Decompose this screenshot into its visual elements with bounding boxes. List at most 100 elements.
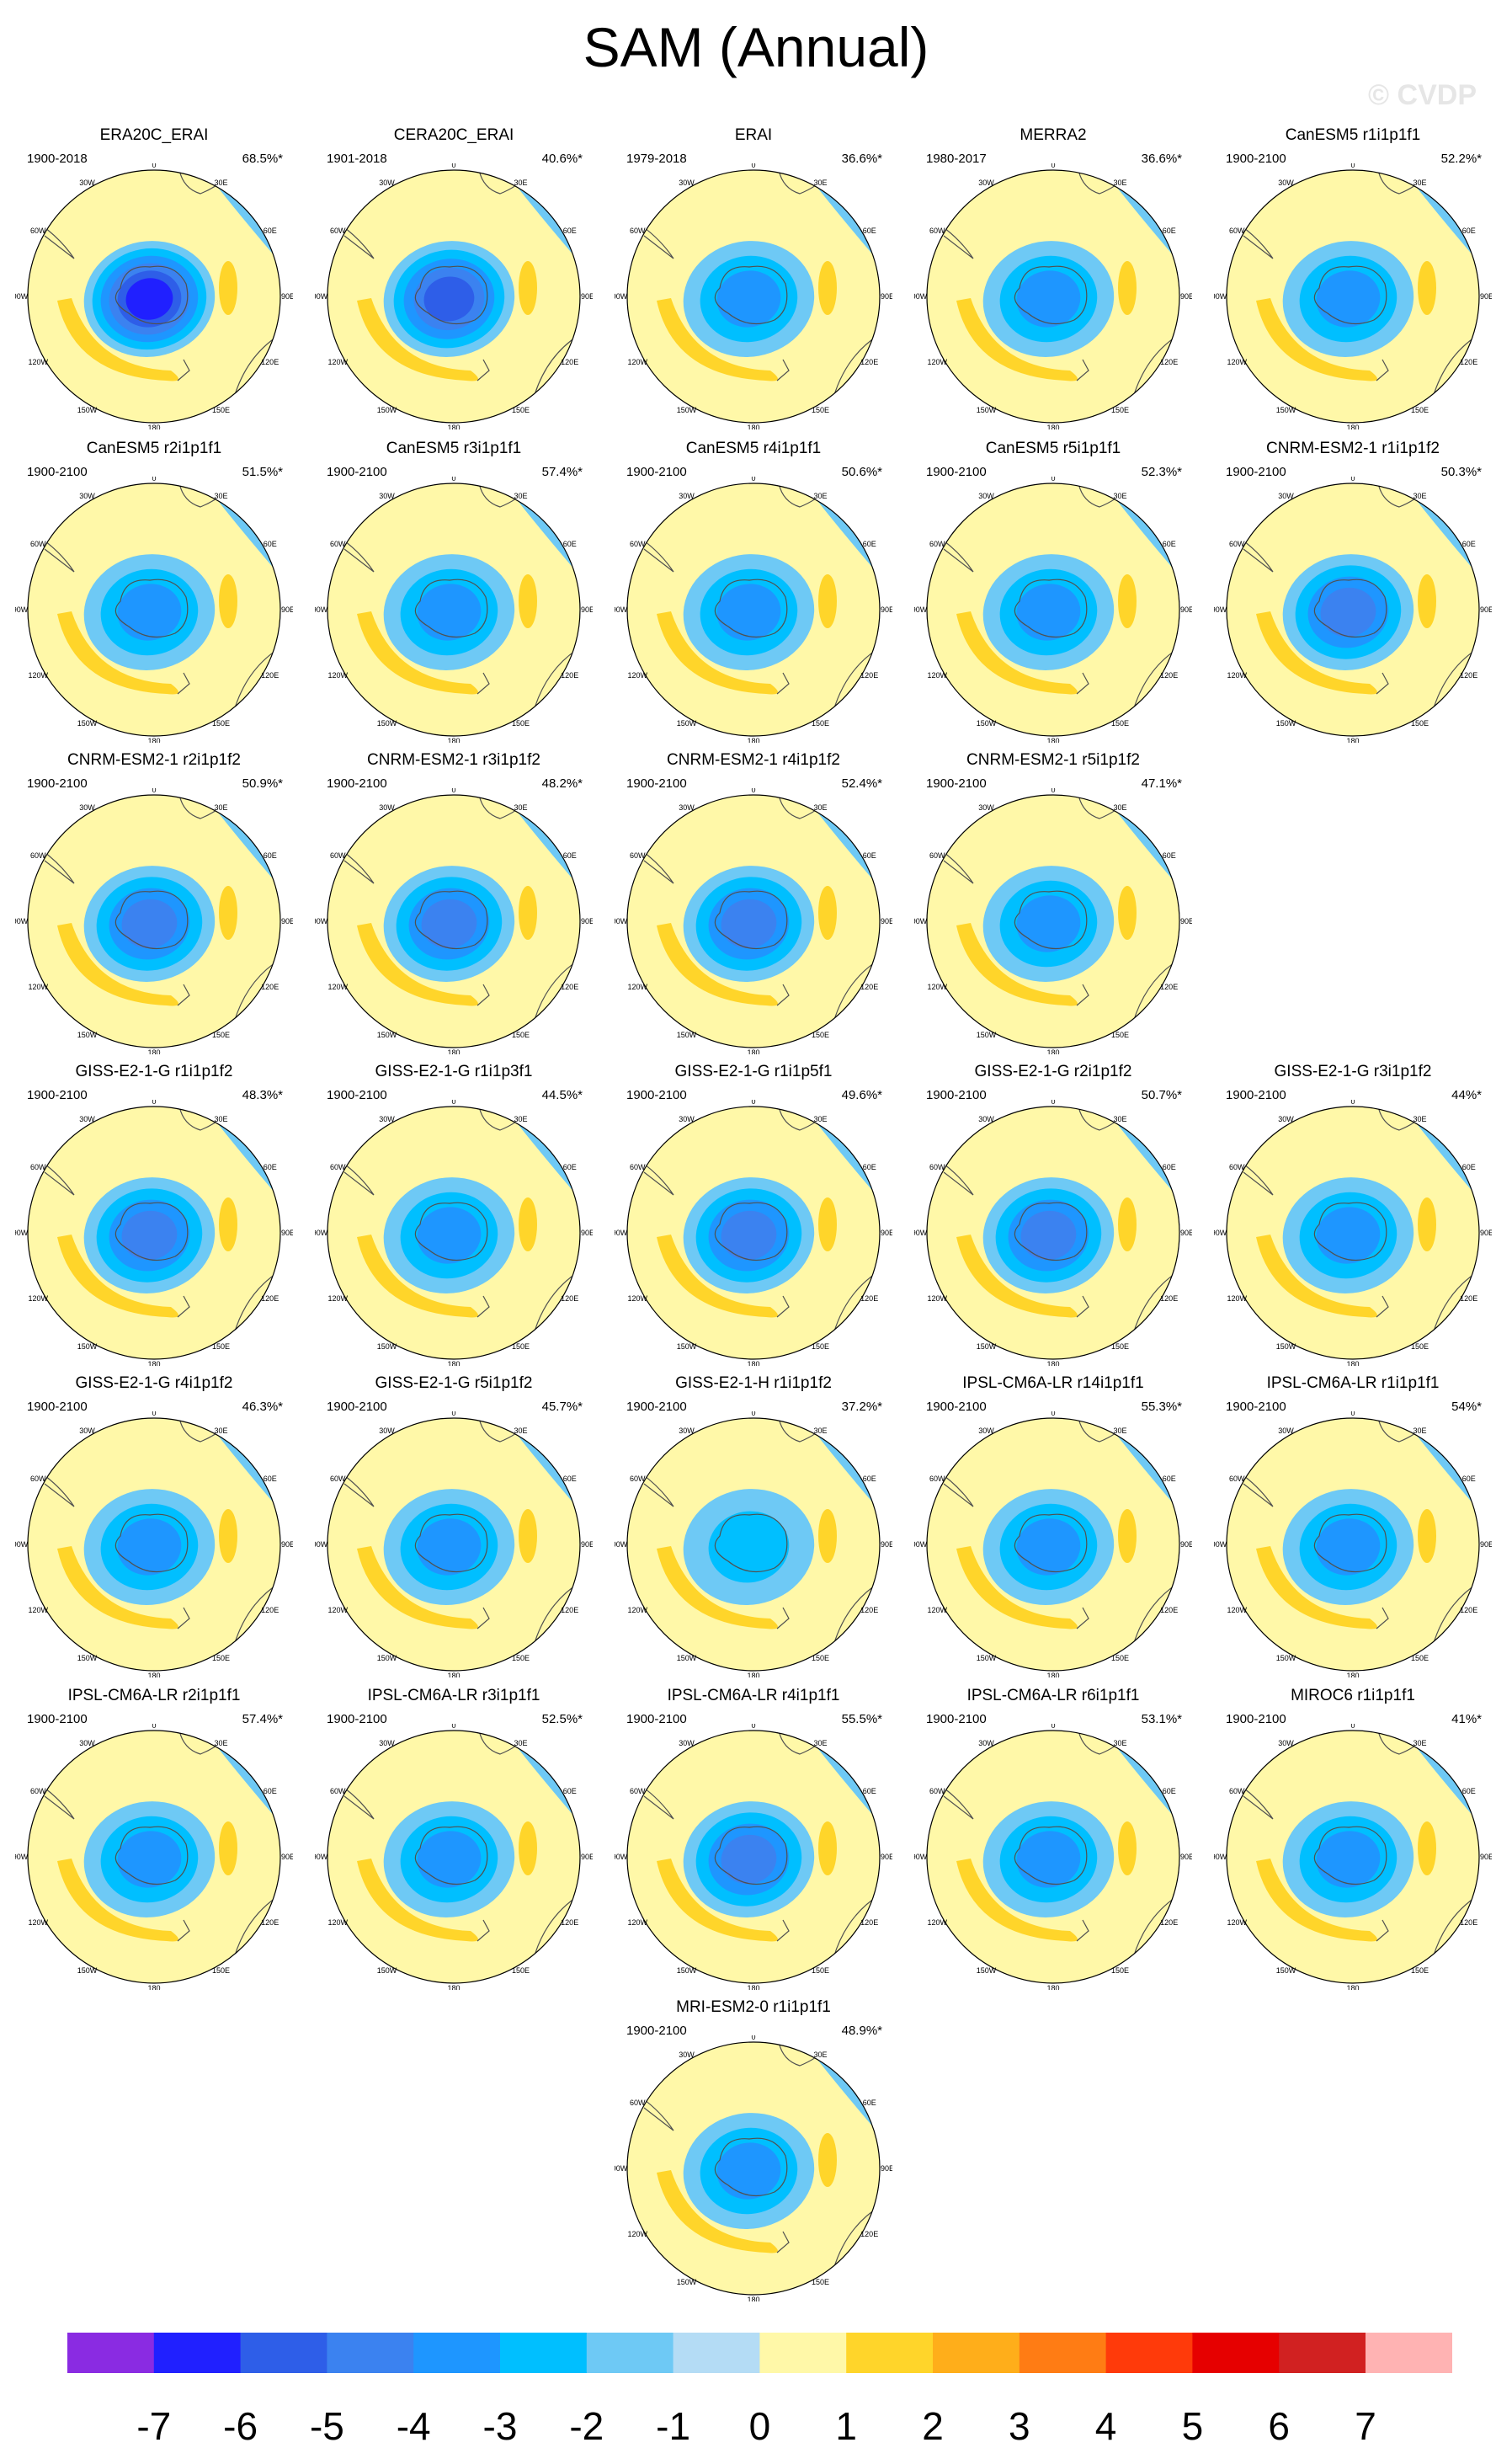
longitude-label: 120W bbox=[328, 1918, 349, 1927]
longitude-label: 120W bbox=[628, 983, 648, 991]
panel-title: CNRM-ESM2-1 r1i1p1f2 bbox=[1266, 440, 1440, 457]
panel-title: GISS-E2-1-G r5i1p1f2 bbox=[375, 1374, 533, 1392]
longitude-label: 150E bbox=[1111, 1342, 1129, 1351]
panel-period: 1900-2100 bbox=[327, 465, 387, 479]
longitude-label: 30E bbox=[813, 492, 827, 500]
longitude-label: 30W bbox=[978, 1739, 994, 1747]
colorbar bbox=[67, 2333, 1452, 2373]
longitude-label: 90W bbox=[615, 1229, 628, 1237]
longitude-label: 150E bbox=[1411, 1654, 1429, 1662]
longitude-label: 150W bbox=[677, 1031, 697, 1039]
colorbar-swatch bbox=[327, 2333, 414, 2373]
longitude-label: 30W bbox=[379, 1115, 395, 1123]
longitude-label: 30W bbox=[379, 1739, 395, 1747]
longitude-label: 30W bbox=[679, 2051, 695, 2059]
map-panel: CNRM-ESM2-1 r1i1p1f2 1900-2100 50.3%* 0 30E 6… bbox=[1214, 440, 1492, 743]
longitude-label: 180 bbox=[447, 1672, 460, 1677]
longitude-label: 30W bbox=[679, 1739, 695, 1747]
colorbar-tick-label: -2 bbox=[569, 2404, 604, 2448]
longitude-label: 150W bbox=[1276, 1654, 1296, 1662]
longitude-label: 120E bbox=[561, 1918, 578, 1927]
longitude-label: 30E bbox=[1413, 1427, 1426, 1435]
longitude-label: 0 bbox=[152, 788, 156, 794]
longitude-label: 120W bbox=[628, 1918, 648, 1927]
longitude-label: 60W bbox=[30, 1787, 46, 1795]
polar-map: 0 30E 60E 90E 120E 150E 180 150W 120W 90W 60W 30W bbox=[1214, 1724, 1492, 1990]
polar-map: 0 30E 60E 90E 120E 150E 180 150W 120W 90W 60W 30W bbox=[1214, 1100, 1492, 1366]
longitude-label: 30E bbox=[514, 492, 527, 500]
colorbar-swatch bbox=[933, 2333, 1020, 2373]
longitude-label: 60W bbox=[630, 2099, 646, 2107]
panel-period: 1900-2100 bbox=[926, 1400, 987, 1414]
polar-map: 0 30E 60E 90E 120E 150E 180 150W 120W 90W 60W 30W bbox=[615, 1724, 892, 1990]
longitude-label: 0 bbox=[1350, 1411, 1355, 1417]
longitude-label: 60E bbox=[264, 1475, 277, 1483]
longitude-label: 150W bbox=[977, 406, 997, 414]
colorbar-tick-label: -6 bbox=[223, 2404, 258, 2448]
polar-map: 0 30E 60E 90E 120E 150E 180 150W 120W 90W 60W 30W bbox=[615, 477, 892, 743]
map-panel: GISS-E2-1-G r5i1p1f2 1900-2100 45.7%* 0 30E 6… bbox=[315, 1374, 593, 1677]
panel-variance-explained: 50.9%* bbox=[242, 776, 283, 791]
longitude-label: 30W bbox=[978, 803, 994, 812]
colorbar-swatch bbox=[1105, 2333, 1193, 2373]
longitude-label: 30W bbox=[1278, 492, 1294, 500]
longitude-label: 120W bbox=[328, 671, 349, 680]
longitude-label: 180 bbox=[447, 1048, 460, 1054]
longitude-label: 30E bbox=[1413, 179, 1426, 187]
longitude-label: 60E bbox=[1462, 540, 1476, 548]
longitude-label: 60W bbox=[1229, 540, 1245, 548]
panel-period: 1900-2100 bbox=[1226, 1400, 1286, 1414]
longitude-label: 90E bbox=[281, 1540, 293, 1549]
polar-map: 0 30E 60E 90E 120E 150E 180 150W 120W 90W 60W 30W bbox=[315, 163, 593, 429]
longitude-label: 180 bbox=[1046, 737, 1059, 743]
longitude-label: 60E bbox=[563, 227, 577, 235]
longitude-label: 30E bbox=[1113, 1739, 1126, 1747]
longitude-label: 120E bbox=[561, 358, 578, 366]
longitude-label: 0 bbox=[1350, 1724, 1355, 1730]
longitude-label: 60E bbox=[863, 540, 876, 548]
longitude-label: 60E bbox=[1163, 1163, 1176, 1171]
panel-variance-explained: 36.6%* bbox=[841, 152, 882, 166]
longitude-label: 60W bbox=[30, 227, 46, 235]
panel-period: 1980-2017 bbox=[926, 152, 987, 166]
longitude-label: 0 bbox=[1051, 1100, 1055, 1106]
longitude-label: 0 bbox=[751, 1724, 755, 1730]
longitude-label: 90W bbox=[15, 1540, 29, 1549]
panel-period: 1900-2100 bbox=[1226, 152, 1286, 166]
longitude-label: 150W bbox=[77, 1031, 98, 1039]
longitude-label: 150E bbox=[512, 1342, 530, 1351]
colorbar-swatch bbox=[846, 2333, 934, 2373]
panel-title: IPSL-CM6A-LR r2i1p1f1 bbox=[67, 1687, 241, 1704]
panel-period: 1900-2100 bbox=[327, 1400, 387, 1414]
panel-title: CanESM5 r3i1p1f1 bbox=[386, 440, 522, 457]
longitude-label: 120E bbox=[860, 1918, 878, 1927]
longitude-label: 0 bbox=[751, 1100, 755, 1106]
longitude-label: 90W bbox=[1214, 1540, 1227, 1549]
panel-period: 1900-2100 bbox=[27, 1712, 88, 1726]
longitude-label: 30W bbox=[978, 492, 994, 500]
longitude-label: 150E bbox=[212, 719, 230, 728]
longitude-label: 30E bbox=[514, 179, 527, 187]
longitude-label: 180 bbox=[1046, 1672, 1059, 1677]
polar-map: 0 30E 60E 90E 120E 150E 180 150W 120W 90W 60W 30W bbox=[15, 788, 293, 1054]
panel-title: CanESM5 r1i1p1f1 bbox=[1285, 126, 1421, 144]
longitude-label: 150E bbox=[212, 406, 230, 414]
longitude-label: 120E bbox=[860, 1294, 878, 1303]
longitude-label: 60E bbox=[863, 851, 876, 860]
panel-title: CanESM5 r5i1p1f1 bbox=[985, 440, 1121, 457]
longitude-label: 120E bbox=[261, 358, 279, 366]
longitude-label: 60W bbox=[929, 851, 945, 860]
longitude-label: 150E bbox=[812, 1031, 829, 1039]
longitude-label: 120E bbox=[261, 1606, 279, 1614]
longitude-label: 120W bbox=[328, 1294, 349, 1303]
colorbar-swatch bbox=[673, 2333, 760, 2373]
colorbar-tick-label: 5 bbox=[1181, 2404, 1204, 2448]
longitude-label: 90E bbox=[881, 292, 892, 301]
panel-title: GISS-E2-1-G r1i1p1f2 bbox=[75, 1063, 233, 1080]
longitude-label: 60E bbox=[863, 2099, 876, 2107]
longitude-label: 60W bbox=[330, 1787, 346, 1795]
longitude-label: 120E bbox=[1460, 671, 1477, 680]
colorbar-tick-label: -3 bbox=[482, 2404, 518, 2448]
longitude-label: 150E bbox=[1411, 719, 1429, 728]
panel-variance-explained: 52.2%* bbox=[1440, 152, 1482, 166]
